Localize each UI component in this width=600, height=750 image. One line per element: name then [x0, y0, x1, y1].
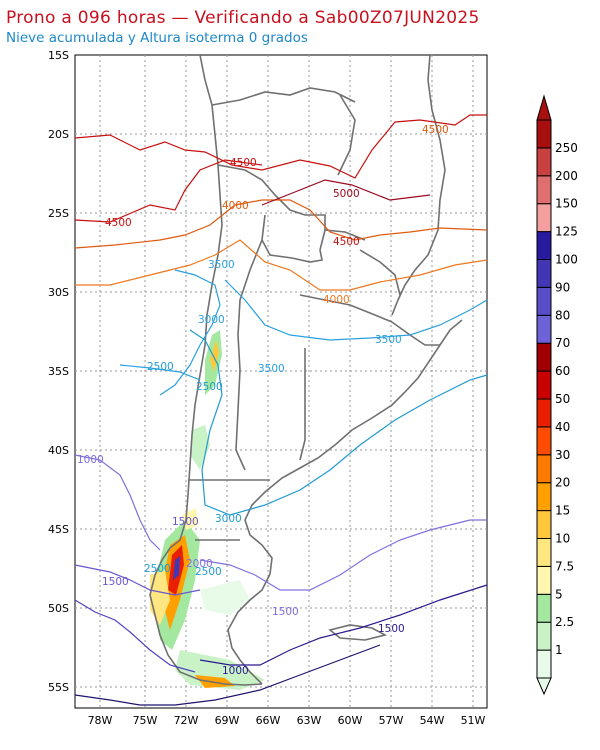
- contour-label: 4000: [323, 294, 350, 306]
- colorbar-box: [536, 231, 552, 261]
- contour-label: 2500: [195, 566, 222, 578]
- colorbar-tick-label: 70: [555, 336, 570, 350]
- lon-label: 78W: [88, 714, 113, 727]
- colorbar-tick-label: 60: [555, 364, 570, 378]
- contour-label: 3000: [198, 314, 225, 326]
- colorbar-box: [536, 175, 552, 205]
- lon-label: 54W: [420, 714, 445, 727]
- colorbar-box: [536, 482, 552, 512]
- colorbar-tick-label: 2.5: [555, 615, 574, 629]
- contour-label: 2500: [144, 563, 171, 575]
- colorbar-box: [536, 454, 552, 484]
- colorbar-box: [536, 649, 552, 679]
- contour-label: 4500: [422, 124, 449, 136]
- contour-label: 5000: [333, 188, 360, 200]
- colorbar-tick-label: 30: [555, 448, 570, 462]
- contour-label: 1500: [272, 606, 299, 618]
- contour-label: 2500: [147, 361, 174, 373]
- lon-label: 72W: [174, 714, 199, 727]
- contour-label: 4500: [105, 217, 132, 229]
- contour-label: 2000: [186, 558, 213, 570]
- colorbar-box: [536, 593, 552, 623]
- lat-label: 45S: [48, 523, 69, 536]
- contour-label: 1500: [378, 623, 405, 635]
- contour-label: 1500: [172, 516, 199, 528]
- colorbar-bottom-triangle: [536, 677, 552, 696]
- lon-label: 57W: [379, 714, 404, 727]
- contour-label: 1000: [77, 454, 104, 466]
- contour-label: 1500: [102, 576, 129, 588]
- colorbar-box: [536, 259, 552, 288]
- lat-label: 40S: [48, 444, 69, 457]
- colorbar-tick-label: 150: [555, 197, 578, 211]
- latitude-labels: 15S 20S 25S 30S 35S 40S 45S 50S 55S: [48, 49, 69, 694]
- map-subtitle: Nieve acumulada y Altura isoterma 0 grad…: [6, 30, 308, 46]
- contour-label: 3500: [258, 363, 285, 375]
- coastlines-and-borders: [149, 54, 463, 686]
- colorbar-box: [536, 314, 552, 344]
- graticule: [75, 55, 487, 708]
- contour-labels: 4500 4500 4500 4000 4000 4500 5000 3500 …: [77, 124, 449, 677]
- colorbar-tick-label: 50: [555, 392, 570, 406]
- lon-label: 75W: [133, 714, 158, 727]
- lon-label: 63W: [297, 714, 322, 727]
- contour-label: 4000: [222, 200, 249, 212]
- colorbar-tick-label: 100: [555, 253, 578, 267]
- colorbar-box: [536, 342, 552, 372]
- colorbar-box: [536, 370, 552, 400]
- lat-label: 20S: [48, 128, 69, 141]
- longitude-labels: 78W 75W 72W 69W 66W 63W 60W 57W 54W 51W: [88, 714, 486, 727]
- map-title: Prono a 096 horas — Verificando a Sab00Z…: [6, 8, 480, 28]
- lon-label: 51W: [461, 714, 486, 727]
- colorbar-box: [536, 510, 552, 540]
- contour-label: 4500: [333, 236, 360, 248]
- colorbar-box: [536, 147, 552, 177]
- colorbar-box: [536, 398, 552, 428]
- colorbar-tick-label: 125: [555, 225, 578, 239]
- colorbar-boxes: [536, 94, 552, 696]
- contour-label: 2500: [196, 381, 223, 393]
- colorbar-box: [536, 538, 552, 567]
- contour-label: 4500: [230, 157, 257, 169]
- colorbar-box: [536, 426, 552, 456]
- colorbar-tick-label: 1: [555, 643, 563, 657]
- colorbar-tick-label: 250: [555, 141, 578, 155]
- colorbar-box: [536, 203, 552, 233]
- colorbar-tick-label: 20: [555, 476, 570, 490]
- lat-label: 35S: [48, 365, 69, 378]
- lon-label: 66W: [256, 714, 281, 727]
- colorbar-labels: 1 2.5 5 7.5 10 15 20 30 40 50 60 70 80 90 100 125 150 200…: [555, 141, 578, 657]
- map-frame: [74, 54, 488, 709]
- colorbar-tick-label: 5: [555, 587, 563, 601]
- colorbar-box: [536, 119, 552, 149]
- lat-label: 50S: [48, 602, 69, 615]
- colorbar-tick-label: 15: [555, 504, 570, 518]
- colorbar-tick-label: 7.5: [555, 559, 574, 573]
- colorbar-box: [536, 286, 552, 316]
- colorbar-box: [536, 621, 552, 651]
- lon-label: 60W: [338, 714, 363, 727]
- contour-label: 3000: [215, 513, 242, 525]
- colorbar-tick-label: 10: [555, 532, 570, 546]
- lon-label: 69W: [215, 714, 240, 727]
- contour-label: 3500: [375, 334, 402, 346]
- colorbar-top-triangle: [536, 94, 552, 121]
- colorbar-tick-label: 40: [555, 420, 570, 434]
- lat-label: 30S: [48, 286, 69, 299]
- lat-label: 25S: [48, 207, 69, 220]
- colorbar-box: [536, 565, 552, 595]
- colorbar-tick-label: 200: [555, 169, 578, 183]
- contour-label: 1000: [222, 665, 249, 677]
- colorbar-tick-label: 90: [555, 280, 570, 294]
- colorbar-tick-label: 80: [555, 308, 570, 322]
- lat-label: 55S: [48, 681, 69, 694]
- lat-label: 15S: [48, 49, 69, 62]
- isotherm-contours: [74, 114, 488, 706]
- contour-label: 3500: [208, 259, 235, 271]
